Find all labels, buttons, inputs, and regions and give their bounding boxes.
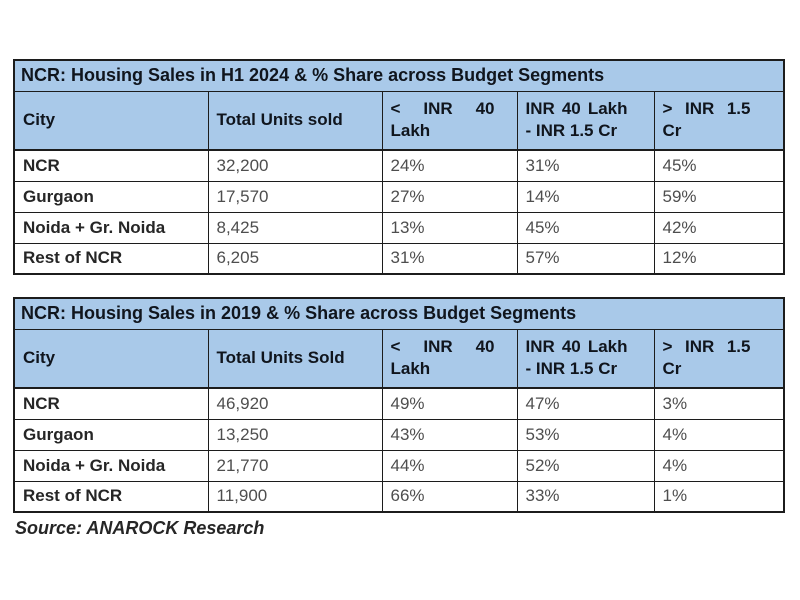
cell-lt-40-lakh: 13%: [381, 211, 518, 244]
cell-total-units: 13,250: [207, 418, 383, 451]
table-row: Gurgaon 17,570 27% 14% 59%: [13, 180, 785, 213]
cell-city: Gurgaon: [13, 180, 209, 213]
cell-gt-1-5cr: 4%: [653, 418, 785, 451]
cell-city: NCR: [13, 149, 209, 182]
cell-total-units: 6,205: [207, 242, 383, 275]
cell-total-units: 46,920: [207, 387, 383, 420]
cell-total-units: 11,900: [207, 480, 383, 513]
column-header-city: City: [13, 328, 209, 389]
column-header-city: City: [13, 90, 209, 151]
cell-total-units: 32,200: [207, 149, 383, 182]
table-row: Rest of NCR 11,900 66% 33% 1%: [13, 480, 785, 513]
housing-sales-table-h1-2024: NCR: Housing Sales in H1 2024 & % Share …: [13, 59, 786, 275]
cell-gt-1-5cr: 3%: [653, 387, 785, 420]
cell-40lakh-1-5cr: 14%: [516, 180, 655, 213]
cell-40lakh-1-5cr: 57%: [516, 242, 655, 275]
cell-lt-40-lakh: 43%: [381, 418, 518, 451]
cell-gt-1-5cr: 59%: [653, 180, 785, 213]
column-header-lt-40-lakh: < INR 40 Lakh: [381, 328, 518, 389]
cell-city: Rest of NCR: [13, 480, 209, 513]
cell-40lakh-1-5cr: 47%: [516, 387, 655, 420]
table-title: NCR: Housing Sales in 2019 & % Share acr…: [13, 297, 785, 330]
column-header-lt-40-lakh: < INR 40 Lakh: [381, 90, 518, 151]
cell-gt-1-5cr: 12%: [653, 242, 785, 275]
cell-gt-1-5cr: 45%: [653, 149, 785, 182]
source-note: Source: ANAROCK Research: [15, 518, 265, 538]
table-row: NCR 32,200 24% 31% 45%: [13, 149, 785, 182]
cell-total-units: 8,425: [207, 211, 383, 244]
table-row: Gurgaon 13,250 43% 53% 4%: [13, 418, 785, 451]
cell-lt-40-lakh: 44%: [381, 449, 518, 482]
cell-gt-1-5cr: 42%: [653, 211, 785, 244]
cell-lt-40-lakh: 31%: [381, 242, 518, 275]
column-header-40lakh-1-5cr: INR 40 Lakh - INR 1.5 Cr: [516, 328, 655, 389]
table-title-row: NCR: Housing Sales in 2019 & % Share acr…: [13, 297, 785, 330]
table-header-row: City Total Units sold < INR 40 Lakh INR …: [13, 90, 785, 151]
table-header-row: City Total Units Sold < INR 40 Lakh INR …: [13, 328, 785, 389]
cell-city: Noida + Gr. Noida: [13, 449, 209, 482]
tables-container: NCR: Housing Sales in H1 2024 & % Share …: [13, 59, 786, 539]
table-row: Rest of NCR 6,205 31% 57% 12%: [13, 242, 785, 275]
cell-city: Rest of NCR: [13, 242, 209, 275]
cell-lt-40-lakh: 49%: [381, 387, 518, 420]
table-row: Noida + Gr. Noida 21,770 44% 52% 4%: [13, 449, 785, 482]
cell-40lakh-1-5cr: 31%: [516, 149, 655, 182]
cell-total-units: 21,770: [207, 449, 383, 482]
cell-40lakh-1-5cr: 52%: [516, 449, 655, 482]
cell-city: NCR: [13, 387, 209, 420]
table-row: Noida + Gr. Noida 8,425 13% 45% 42%: [13, 211, 785, 244]
cell-city: Noida + Gr. Noida: [13, 211, 209, 244]
cell-gt-1-5cr: 1%: [653, 480, 785, 513]
cell-lt-40-lakh: 27%: [381, 180, 518, 213]
column-header-total-units: Total Units Sold: [207, 328, 383, 389]
cell-40lakh-1-5cr: 53%: [516, 418, 655, 451]
column-header-gt-1-5cr: > INR 1.5 Cr: [653, 328, 785, 389]
column-header-40lakh-1-5cr: INR 40 Lakh - INR 1.5 Cr: [516, 90, 655, 151]
column-header-gt-1-5cr: > INR 1.5 Cr: [653, 90, 785, 151]
table-title-row: NCR: Housing Sales in H1 2024 & % Share …: [13, 59, 785, 92]
housing-sales-table-2019: NCR: Housing Sales in 2019 & % Share acr…: [13, 297, 786, 513]
cell-40lakh-1-5cr: 45%: [516, 211, 655, 244]
table-title: NCR: Housing Sales in H1 2024 & % Share …: [13, 59, 785, 92]
cell-40lakh-1-5cr: 33%: [516, 480, 655, 513]
cell-total-units: 17,570: [207, 180, 383, 213]
cell-gt-1-5cr: 4%: [653, 449, 785, 482]
column-header-total-units: Total Units sold: [207, 90, 383, 151]
table-row: NCR 46,920 49% 47% 3%: [13, 387, 785, 420]
cell-lt-40-lakh: 66%: [381, 480, 518, 513]
cell-lt-40-lakh: 24%: [381, 149, 518, 182]
cell-city: Gurgaon: [13, 418, 209, 451]
